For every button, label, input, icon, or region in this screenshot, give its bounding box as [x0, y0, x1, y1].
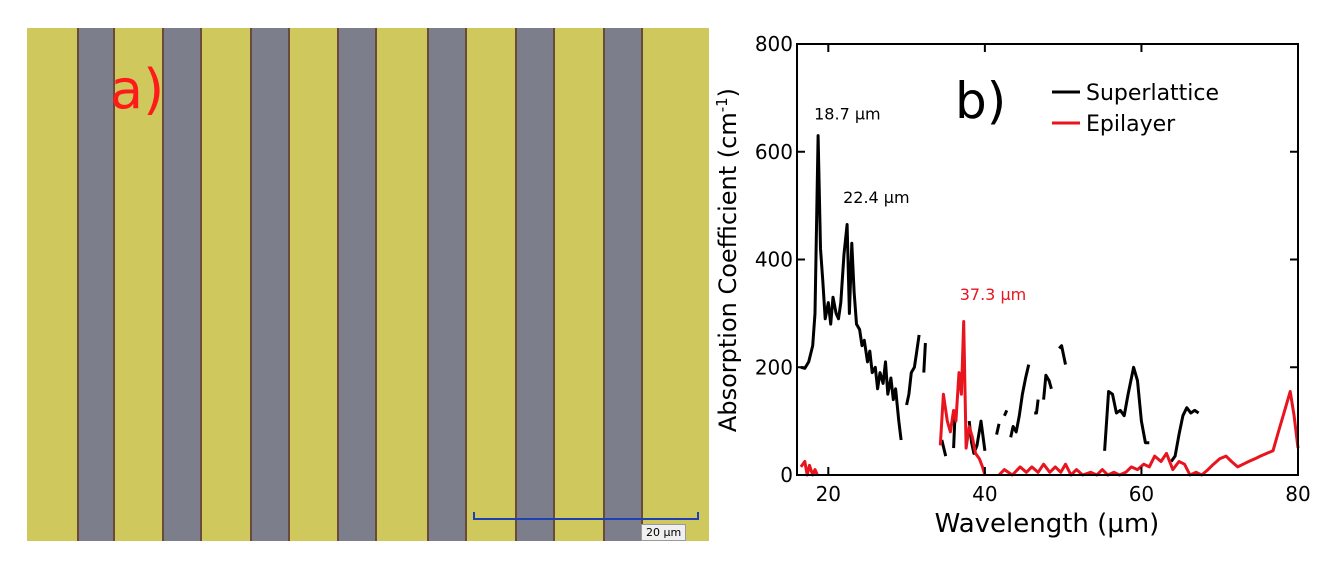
y-axis-label: Absorption Coefficient (cm-1) [713, 88, 742, 432]
series-line-superlattice [922, 342, 927, 373]
grating-stripe [77, 28, 115, 541]
grating-stripe [337, 28, 377, 541]
x-tick-label: 20 [816, 482, 841, 506]
legend-label-epilayer: Epilayer [1086, 112, 1176, 137]
series-line-superlattice [1009, 364, 1031, 438]
series-line-superlattice [1169, 406, 1200, 463]
grating-stripe [603, 28, 643, 541]
series-line-superlattice [995, 423, 1001, 435]
panel-a-label: a) [110, 58, 165, 121]
series-line-superlattice [1042, 373, 1053, 400]
y-tick-label: 400 [755, 248, 793, 272]
grating-stripe [427, 28, 467, 541]
series-line-epilayer [799, 460, 819, 477]
y-tick-label: 600 [755, 140, 793, 164]
peak-annotation: 37.3 µm [960, 285, 1026, 304]
y-tick-label: 200 [755, 355, 793, 379]
series-line-epilayer [997, 390, 1300, 477]
panel-b-label: b) [955, 72, 1006, 130]
grating-stripe [250, 28, 290, 541]
scale-bar [473, 512, 699, 520]
scale-bar-label: 20 µm [641, 524, 687, 541]
series-line-superlattice [1058, 344, 1067, 365]
series-line-superlattice [940, 439, 948, 457]
peak-annotation: 18.7 µm [814, 104, 880, 123]
micrograph-image: a) 20 µm [27, 28, 709, 541]
series-line-superlattice [905, 334, 921, 406]
x-tick-label: 80 [1285, 482, 1310, 506]
legend: Superlattice Epilayer [1052, 81, 1219, 137]
peak-annotation: 22.4 µm [843, 188, 909, 207]
y-tick-label: 0 [780, 463, 793, 487]
series-line-epilayer [938, 320, 987, 476]
x-tick-label: 40 [972, 482, 997, 506]
x-axis-label: Wavelength (µm) [935, 509, 1160, 539]
series-line-superlattice [1034, 399, 1040, 415]
grating-stripe [515, 28, 555, 541]
series-line-superlattice [800, 134, 903, 441]
y-tick-label: 800 [755, 32, 793, 56]
series-line-superlattice [1003, 409, 1009, 417]
x-tick-label: 60 [1129, 482, 1154, 506]
series-line-superlattice [1103, 365, 1150, 451]
legend-label-superlattice: Superlattice [1086, 81, 1219, 106]
grating-stripe [162, 28, 202, 541]
